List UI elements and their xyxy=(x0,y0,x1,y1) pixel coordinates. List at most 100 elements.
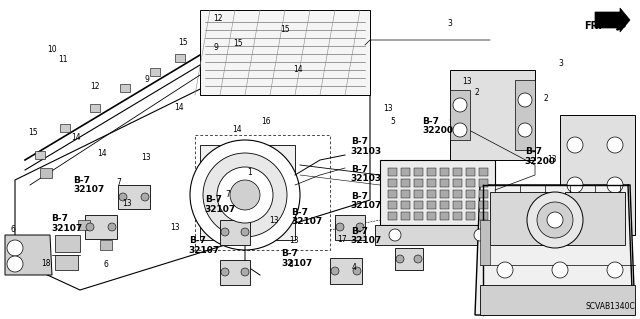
Text: 6: 6 xyxy=(10,225,15,234)
Text: 7: 7 xyxy=(225,190,230,199)
Bar xyxy=(466,201,475,209)
Circle shape xyxy=(552,262,568,278)
Text: 14: 14 xyxy=(292,65,303,74)
Text: 14: 14 xyxy=(174,103,184,112)
Bar xyxy=(479,212,488,220)
Bar xyxy=(440,190,449,198)
Bar xyxy=(427,190,436,198)
Text: 1: 1 xyxy=(247,168,252,177)
Bar xyxy=(466,190,475,198)
Text: 3: 3 xyxy=(447,19,452,28)
Circle shape xyxy=(241,228,249,236)
Text: 17: 17 xyxy=(337,235,348,244)
Circle shape xyxy=(567,137,583,153)
Polygon shape xyxy=(118,185,150,209)
Text: 11: 11 xyxy=(58,56,67,64)
Bar xyxy=(414,190,423,198)
Text: FR.: FR. xyxy=(584,21,602,31)
Circle shape xyxy=(86,223,94,231)
Circle shape xyxy=(190,140,300,250)
Bar xyxy=(120,84,130,92)
Circle shape xyxy=(141,193,149,201)
Circle shape xyxy=(221,228,229,236)
Circle shape xyxy=(241,268,249,276)
Polygon shape xyxy=(220,220,250,245)
Text: 3: 3 xyxy=(559,59,564,68)
Text: B-7
32200: B-7 32200 xyxy=(422,117,453,135)
Text: B-7
32107: B-7 32107 xyxy=(51,214,83,233)
Bar xyxy=(466,212,475,220)
Bar xyxy=(175,54,185,62)
Bar xyxy=(388,190,397,198)
Text: 8: 8 xyxy=(289,260,294,269)
Bar xyxy=(453,190,462,198)
Circle shape xyxy=(356,223,364,231)
Polygon shape xyxy=(5,235,52,275)
Text: B-7
32200: B-7 32200 xyxy=(525,147,556,166)
Text: 10: 10 xyxy=(47,45,58,54)
Bar xyxy=(479,168,488,176)
Circle shape xyxy=(453,98,467,112)
Polygon shape xyxy=(335,215,365,240)
Bar xyxy=(401,168,410,176)
Text: 15: 15 xyxy=(178,38,188,47)
Text: 13: 13 xyxy=(462,77,472,86)
Bar xyxy=(78,220,90,230)
Text: 13: 13 xyxy=(547,155,557,164)
Polygon shape xyxy=(490,192,560,245)
Bar xyxy=(35,151,45,159)
Circle shape xyxy=(607,137,623,153)
Text: 12: 12 xyxy=(90,82,99,91)
Circle shape xyxy=(119,193,127,201)
Circle shape xyxy=(396,255,404,263)
Circle shape xyxy=(518,123,532,137)
Polygon shape xyxy=(55,255,78,270)
Text: B-7
32107: B-7 32107 xyxy=(189,236,220,255)
Circle shape xyxy=(230,180,260,210)
Circle shape xyxy=(567,177,583,193)
Circle shape xyxy=(414,255,422,263)
Bar xyxy=(466,179,475,187)
Circle shape xyxy=(607,207,623,223)
Text: SCVAB1340C: SCVAB1340C xyxy=(585,302,635,311)
Bar xyxy=(401,212,410,220)
Bar xyxy=(427,201,436,209)
Text: 14: 14 xyxy=(70,133,81,142)
Circle shape xyxy=(537,202,573,238)
Bar xyxy=(414,179,423,187)
Circle shape xyxy=(497,262,513,278)
Bar xyxy=(388,212,397,220)
Bar xyxy=(440,212,449,220)
Text: B-7
32103: B-7 32103 xyxy=(351,165,382,183)
Text: B-7
32107: B-7 32107 xyxy=(74,176,105,194)
Circle shape xyxy=(7,240,23,256)
Text: 15: 15 xyxy=(233,39,243,48)
Polygon shape xyxy=(220,260,250,285)
Circle shape xyxy=(607,262,623,278)
Bar xyxy=(440,179,449,187)
Text: 14: 14 xyxy=(97,149,108,158)
Bar xyxy=(479,179,488,187)
Text: 5: 5 xyxy=(390,117,396,126)
Circle shape xyxy=(474,229,486,241)
Bar xyxy=(388,201,397,209)
Text: B-7
32107: B-7 32107 xyxy=(205,195,236,213)
Circle shape xyxy=(527,192,583,248)
Text: 15: 15 xyxy=(280,25,290,34)
Polygon shape xyxy=(200,10,370,95)
Circle shape xyxy=(221,268,229,276)
Text: 13: 13 xyxy=(269,216,279,225)
Bar xyxy=(453,179,462,187)
Bar xyxy=(401,190,410,198)
Bar xyxy=(388,168,397,176)
Text: 13: 13 xyxy=(122,199,132,208)
Polygon shape xyxy=(55,235,80,252)
Circle shape xyxy=(518,93,532,107)
Polygon shape xyxy=(595,8,630,32)
Circle shape xyxy=(336,223,344,231)
Polygon shape xyxy=(375,225,500,245)
Bar xyxy=(414,201,423,209)
Circle shape xyxy=(453,123,467,137)
Bar xyxy=(414,168,423,176)
Text: 13: 13 xyxy=(383,104,393,113)
